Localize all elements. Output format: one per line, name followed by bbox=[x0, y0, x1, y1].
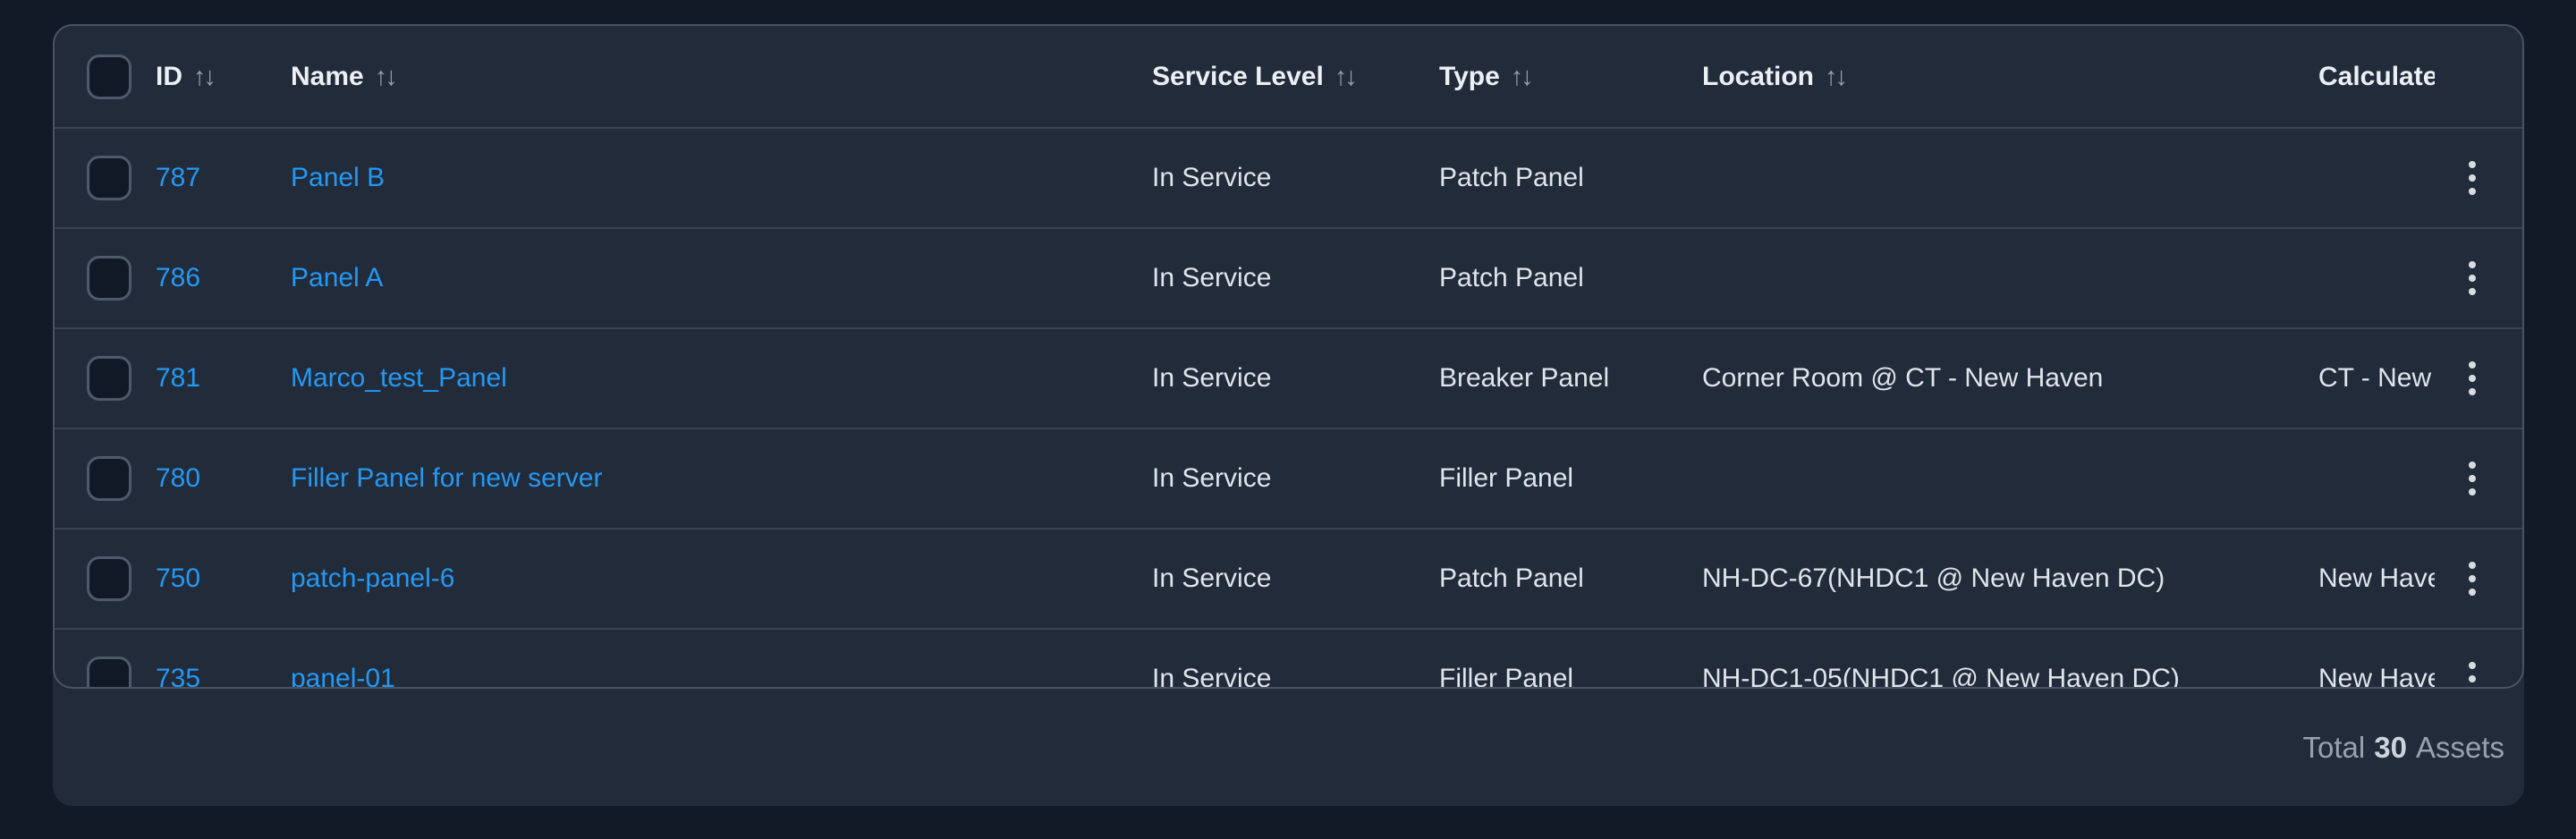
type-cell: Patch Panel bbox=[1439, 263, 1584, 292]
service-level-cell: In Service bbox=[1152, 664, 1272, 689]
location-cell: Corner Room @ CT - New Haven bbox=[1702, 363, 2104, 393]
service-level-cell: In Service bbox=[1152, 163, 1272, 192]
table-row: 780 Filler Panel for new server In Servi… bbox=[55, 428, 2522, 528]
row-checkbox[interactable] bbox=[87, 256, 131, 301]
asset-id-link[interactable]: 750 bbox=[156, 564, 201, 593]
row-select-cell bbox=[55, 456, 156, 501]
type-cell: Filler Panel bbox=[1439, 664, 1574, 689]
row-checkbox[interactable] bbox=[87, 456, 131, 501]
location-cell: NH-DC1-05(NHDC1 @ New Haven DC) bbox=[1702, 664, 2180, 689]
table-row: 786 Panel A In Service Patch Panel bbox=[55, 227, 2522, 327]
row-checkbox[interactable] bbox=[87, 657, 131, 687]
table-viewport: ID ↑↓ Name ↑↓ Service Level ↑↓ Type ↑↓ Locat… bbox=[53, 24, 2524, 689]
column-label: Type bbox=[1439, 62, 1500, 92]
row-checkbox[interactable] bbox=[87, 356, 131, 401]
row-select-cell bbox=[55, 356, 156, 401]
row-select-cell bbox=[55, 256, 156, 301]
sort-icon: ↑↓ bbox=[1334, 62, 1358, 91]
column-header-calculated[interactable]: Calculated Location bbox=[2318, 61, 2435, 92]
column-header-service-level[interactable]: Service Level ↑↓ bbox=[1152, 61, 1439, 92]
row-select-cell bbox=[55, 657, 156, 687]
type-cell: Filler Panel bbox=[1439, 463, 1574, 493]
service-level-cell: In Service bbox=[1152, 463, 1272, 493]
column-label: Calculated Location bbox=[2318, 62, 2435, 92]
asset-name-link[interactable]: Panel A bbox=[291, 263, 384, 292]
asset-name-link[interactable]: Panel B bbox=[291, 163, 386, 192]
assets-table-card: ID ↑↓ Name ↑↓ Service Level ↑↓ Type ↑↓ Locat… bbox=[53, 24, 2524, 806]
select-all-cell bbox=[55, 54, 156, 99]
type-cell: Breaker Panel bbox=[1439, 363, 1610, 393]
row-select-cell bbox=[55, 556, 156, 601]
column-label: Location bbox=[1702, 62, 1814, 92]
row-actions-kebab-icon[interactable] bbox=[2451, 148, 2494, 208]
column-header-name[interactable]: Name ↑↓ bbox=[291, 61, 1152, 92]
calculated-location-cell: New Haven DC bbox=[2318, 664, 2435, 689]
row-select-cell bbox=[55, 156, 156, 200]
table-header-row: ID ↑↓ Name ↑↓ Service Level ↑↓ Type ↑↓ Locat… bbox=[55, 26, 2522, 127]
asset-name-link[interactable]: panel-01 bbox=[291, 664, 395, 689]
column-header-id[interactable]: ID ↑↓ bbox=[156, 61, 291, 92]
type-cell: Patch Panel bbox=[1439, 564, 1584, 593]
asset-id-link[interactable]: 735 bbox=[156, 664, 201, 689]
sort-icon: ↑↓ bbox=[193, 62, 216, 91]
service-level-cell: In Service bbox=[1152, 363, 1272, 393]
calculated-location-cell: CT - New Haven bbox=[2318, 363, 2435, 393]
table-footer: Total 30 Assets bbox=[53, 689, 2524, 806]
asset-id-link[interactable]: 787 bbox=[156, 163, 201, 192]
column-label: Service Level bbox=[1152, 62, 1324, 92]
table-row: 735 panel-01 In Service Filler Panel NH-… bbox=[55, 628, 2522, 689]
asset-id-link[interactable]: 781 bbox=[156, 363, 201, 393]
column-label: Name bbox=[291, 62, 364, 92]
asset-name-link[interactable]: Filler Panel for new server bbox=[291, 463, 603, 493]
total-label: Total bbox=[2302, 730, 2366, 764]
table-row: 787 Panel B In Service Patch Panel bbox=[55, 127, 2522, 227]
total-unit-label: Assets bbox=[2415, 730, 2504, 764]
asset-name-link[interactable]: Marco_test_Panel bbox=[291, 363, 507, 393]
table-row: 750 patch-panel-6 In Service Patch Panel… bbox=[55, 528, 2522, 628]
sort-icon: ↑↓ bbox=[374, 62, 398, 91]
asset-id-link[interactable]: 786 bbox=[156, 263, 201, 292]
column-header-location[interactable]: Location ↑↓ bbox=[1702, 61, 2318, 92]
asset-id-link[interactable]: 780 bbox=[156, 463, 201, 493]
location-cell: NH-DC-67(NHDC1 @ New Haven DC) bbox=[1702, 564, 2165, 593]
column-label: ID bbox=[156, 62, 182, 92]
row-actions-kebab-icon[interactable] bbox=[2451, 649, 2494, 687]
row-actions-kebab-icon[interactable] bbox=[2451, 349, 2494, 408]
total-count: 30 bbox=[2374, 730, 2407, 764]
row-checkbox[interactable] bbox=[87, 156, 131, 200]
calculated-location-cell: New Haven DC bbox=[2318, 564, 2435, 593]
column-header-type[interactable]: Type ↑↓ bbox=[1439, 61, 1702, 92]
service-level-cell: In Service bbox=[1152, 263, 1272, 292]
row-actions-kebab-icon[interactable] bbox=[2451, 449, 2494, 508]
asset-name-link[interactable]: patch-panel-6 bbox=[291, 564, 455, 593]
service-level-cell: In Service bbox=[1152, 564, 1272, 593]
select-all-checkbox[interactable] bbox=[87, 54, 131, 99]
sort-icon: ↑↓ bbox=[1825, 62, 1848, 91]
row-checkbox[interactable] bbox=[87, 556, 131, 601]
type-cell: Patch Panel bbox=[1439, 163, 1584, 192]
sort-icon: ↑↓ bbox=[1510, 62, 1534, 91]
table-row: 781 Marco_test_Panel In Service Breaker … bbox=[55, 327, 2522, 428]
row-actions-kebab-icon[interactable] bbox=[2451, 249, 2494, 308]
row-actions-kebab-icon[interactable] bbox=[2451, 549, 2494, 608]
